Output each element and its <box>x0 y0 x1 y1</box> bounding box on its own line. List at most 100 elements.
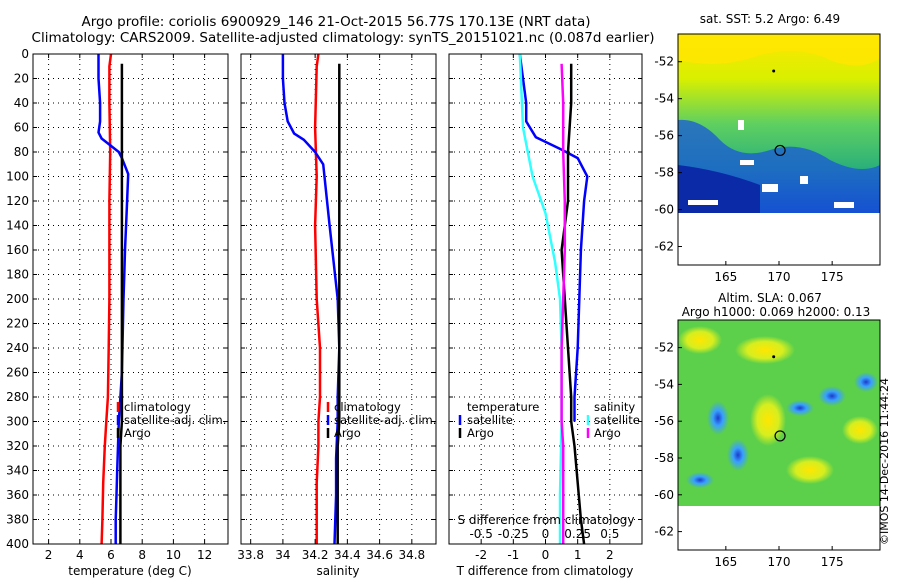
y-tick-label: 360 <box>6 488 29 502</box>
y-tick-label: 0 <box>21 47 29 61</box>
x-tick-label: 12 <box>197 548 212 562</box>
series-line <box>518 53 589 422</box>
legend-t-argo: Argo <box>467 426 494 440</box>
map-y-tick-label: -62 <box>654 240 674 254</box>
y-tick-label: 240 <box>6 341 29 355</box>
previous-position-dot <box>772 69 776 73</box>
map-y-tick-label: -56 <box>654 414 674 428</box>
plot-frame <box>448 53 643 545</box>
y-tick-label: 220 <box>6 317 29 331</box>
difference-xlabel: T difference from climatology <box>456 564 634 578</box>
x2-tick-label: -0.5 <box>469 527 492 541</box>
y-tick-label: 40 <box>14 96 29 110</box>
map-x-tick-label: 170 <box>768 270 791 284</box>
legend-argo: Argo <box>334 426 361 440</box>
sst-cloud-gap <box>738 120 744 130</box>
x-tick-label: 34.4 <box>334 548 361 562</box>
map-y-tick-label: -60 <box>654 203 674 217</box>
figure-title-line2: Climatology: CARS2009. Satellite-adjuste… <box>32 30 655 46</box>
map-y-tick-label: -60 <box>654 488 674 502</box>
sla-low <box>818 386 846 406</box>
map-y-tick-label: -62 <box>654 525 674 539</box>
y-tick-label: 20 <box>14 72 29 86</box>
sla-low <box>707 401 729 435</box>
gridlines <box>449 53 642 545</box>
y-tick-label: 160 <box>6 243 29 257</box>
x2-tick-label: 0.25 <box>564 527 591 541</box>
x-tick-label: 34.6 <box>366 548 393 562</box>
y-tick-label: 200 <box>6 292 29 306</box>
x2-tick-label: -0.25 <box>498 527 529 541</box>
plot-frame <box>32 53 229 545</box>
sst-cloud-gap <box>740 160 754 165</box>
sla-high <box>786 456 834 484</box>
difference-x2label: S difference from climatology <box>458 513 635 527</box>
sla-low <box>854 372 878 392</box>
sla-no-data <box>678 506 880 550</box>
map-x-tick-label: 175 <box>821 555 844 569</box>
map-x-tick-label: 165 <box>714 270 737 284</box>
x-tick-label: 34.8 <box>398 548 425 562</box>
x2-tick-label: 0 <box>542 527 550 541</box>
y-tick-label: 340 <box>6 464 29 478</box>
sla-high <box>735 336 795 364</box>
x-tick-label: 1 <box>574 548 582 562</box>
x-tick-label: 34.2 <box>302 548 329 562</box>
figure-title-line1: Argo profile: coriolis 6900929_146 21-Oc… <box>82 14 591 30</box>
series-line <box>560 63 567 544</box>
legend-argo: Argo <box>124 426 151 440</box>
x-tick-label: 4 <box>76 548 84 562</box>
salinity-panel: 33.8 34 34.2 34.4 34.6 34.8 <box>237 53 437 562</box>
series-line <box>97 54 130 544</box>
map-y-tick-label: -54 <box>654 377 674 391</box>
map-y-tick-label: -52 <box>654 55 674 69</box>
temperature-legend: climatology satellite-adj. clim. Argo <box>116 400 226 440</box>
y-tick-label: 400 <box>6 537 29 551</box>
difference-legend-salinity: salinity satellite Argo <box>586 400 640 440</box>
argo-float-marker <box>774 430 786 442</box>
sst-warm-band <box>678 34 880 66</box>
legend-s-satellite: satellite <box>594 413 640 427</box>
map-y-tick-label: -58 <box>654 166 674 180</box>
argo-float-marker <box>774 144 786 157</box>
y-tick-label: 280 <box>6 390 29 404</box>
sla-high <box>842 416 878 444</box>
legend-climatology: climatology <box>124 400 191 414</box>
y-tick-label: 60 <box>14 121 29 135</box>
previous-position-dot <box>772 355 776 359</box>
sst-cloud-gap <box>800 176 808 184</box>
map-x-tick-label: 165 <box>714 555 737 569</box>
map-y-tick-label: -52 <box>654 341 674 355</box>
temperature-xlabel: temperature (deg C) <box>68 564 191 578</box>
y-tick-label: 80 <box>14 145 29 159</box>
y-tick-label: 380 <box>6 513 29 527</box>
legend-climatology: climatology <box>334 400 401 414</box>
x-tick-label: 2 <box>45 548 53 562</box>
y-tick-label: 260 <box>6 366 29 380</box>
y-tick-label: 180 <box>6 268 29 282</box>
series-line <box>518 53 563 544</box>
x2-tick-label: 0.5 <box>600 527 619 541</box>
legend-title-temperature: temperature <box>467 400 539 414</box>
series-line <box>100 53 113 545</box>
map-x-tick-label: 170 <box>768 555 791 569</box>
y-tick-label: 320 <box>6 439 29 453</box>
x-tick-label: -1 <box>507 548 519 562</box>
series-line <box>336 63 341 544</box>
legend-title-salinity: salinity <box>594 400 635 414</box>
x-tick-label: 0 <box>542 548 550 562</box>
legend-satellite: satellite-adj. clim. <box>124 413 226 427</box>
sst-no-data <box>678 213 880 265</box>
sst-cloud-gap <box>688 200 718 205</box>
map-axes: -52 -54 -56 -58 -60 -62 165 170 175 -52 -54 -56 -58 -… <box>654 55 843 569</box>
salinity-legend: climatology satellite-adj. clim. Argo <box>326 400 436 440</box>
temperature-panel: 0 20 40 60 80 100 120 140 160 180 200 220 240 260 280 3… <box>6 47 229 562</box>
x-tick-label: 6 <box>107 548 115 562</box>
gridlines <box>241 53 436 545</box>
y-tick-label: 120 <box>6 194 29 208</box>
y-tick-label: 100 <box>6 170 29 184</box>
map-y-tick-label: -58 <box>654 451 674 465</box>
y-tick-label: 300 <box>6 415 29 429</box>
salinity-xlabel: salinity <box>316 564 359 578</box>
x-tick-label: 10 <box>166 548 181 562</box>
